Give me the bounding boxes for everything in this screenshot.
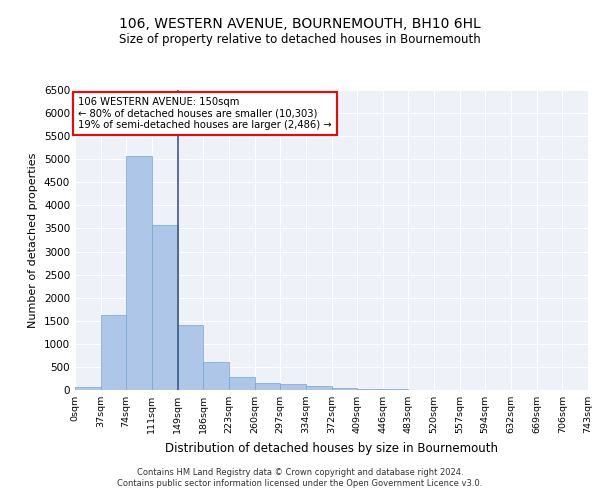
Bar: [203, 362, 229, 390]
Bar: [383, 389, 409, 390]
Bar: [280, 384, 305, 390]
Bar: [101, 315, 126, 390]
Bar: [152, 225, 178, 390]
Bar: [126, 156, 152, 390]
Text: Contains HM Land Registry data © Crown copyright and database right 2024.
Contai: Contains HM Land Registry data © Crown c…: [118, 468, 482, 487]
Bar: [229, 376, 254, 390]
Y-axis label: Number of detached properties: Number of detached properties: [28, 152, 38, 328]
Bar: [178, 326, 203, 390]
Bar: [332, 388, 358, 390]
Bar: [254, 383, 280, 390]
Text: 106 WESTERN AVENUE: 150sqm
← 80% of detached houses are smaller (10,303)
19% of : 106 WESTERN AVENUE: 150sqm ← 80% of deta…: [79, 97, 332, 130]
X-axis label: Distribution of detached houses by size in Bournemouth: Distribution of detached houses by size …: [165, 442, 498, 454]
Bar: [305, 386, 332, 390]
Text: Size of property relative to detached houses in Bournemouth: Size of property relative to detached ho…: [119, 32, 481, 46]
Bar: [75, 387, 101, 390]
Bar: [358, 388, 383, 390]
Text: 106, WESTERN AVENUE, BOURNEMOUTH, BH10 6HL: 106, WESTERN AVENUE, BOURNEMOUTH, BH10 6…: [119, 18, 481, 32]
